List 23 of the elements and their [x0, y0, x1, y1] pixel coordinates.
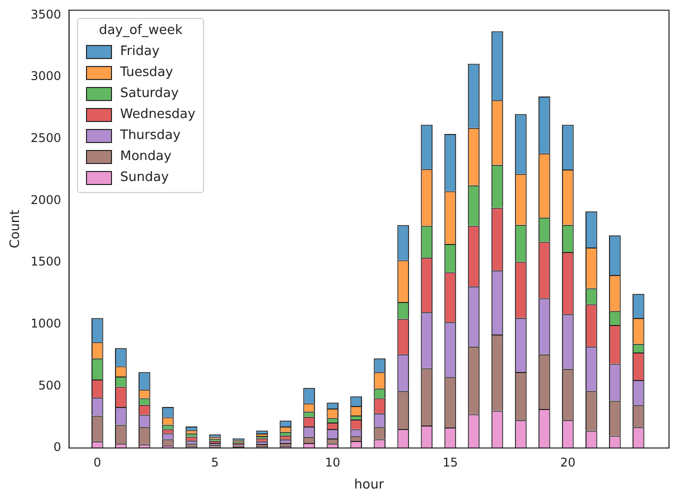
y-axis-title: Count — [8, 210, 24, 248]
legend-label: Sunday — [120, 170, 169, 186]
x-tick-label: 20 — [560, 455, 576, 470]
legend-label: Saturday — [120, 86, 179, 102]
legend-label: Wednesday — [120, 107, 196, 122]
legend-title: day_of_week — [98, 23, 184, 38]
legend-label: Thursday — [120, 128, 181, 144]
y-tick-label: 2500 — [30, 130, 62, 145]
x-tick-label: 15 — [442, 455, 458, 470]
legend-label: Monday — [120, 149, 172, 164]
y-tick-label: 3500 — [30, 7, 62, 22]
x-axis-title: hour — [354, 478, 385, 493]
y-tick-label: 2000 — [30, 192, 62, 207]
y-tick-label: 1000 — [30, 316, 62, 330]
legend-label: Tuesday — [120, 65, 174, 80]
y-tick-label: 0 — [54, 440, 62, 454]
x-tick-label: 10 — [324, 455, 340, 470]
y-tick-label: 1500 — [30, 254, 62, 269]
x-tick-label: 0 — [94, 455, 102, 470]
y-tick-label: 3000 — [30, 69, 62, 84]
y-tick-label: 500 — [38, 378, 62, 392]
legend-label: Friday — [120, 44, 160, 60]
x-tick-label: 5 — [211, 455, 219, 470]
